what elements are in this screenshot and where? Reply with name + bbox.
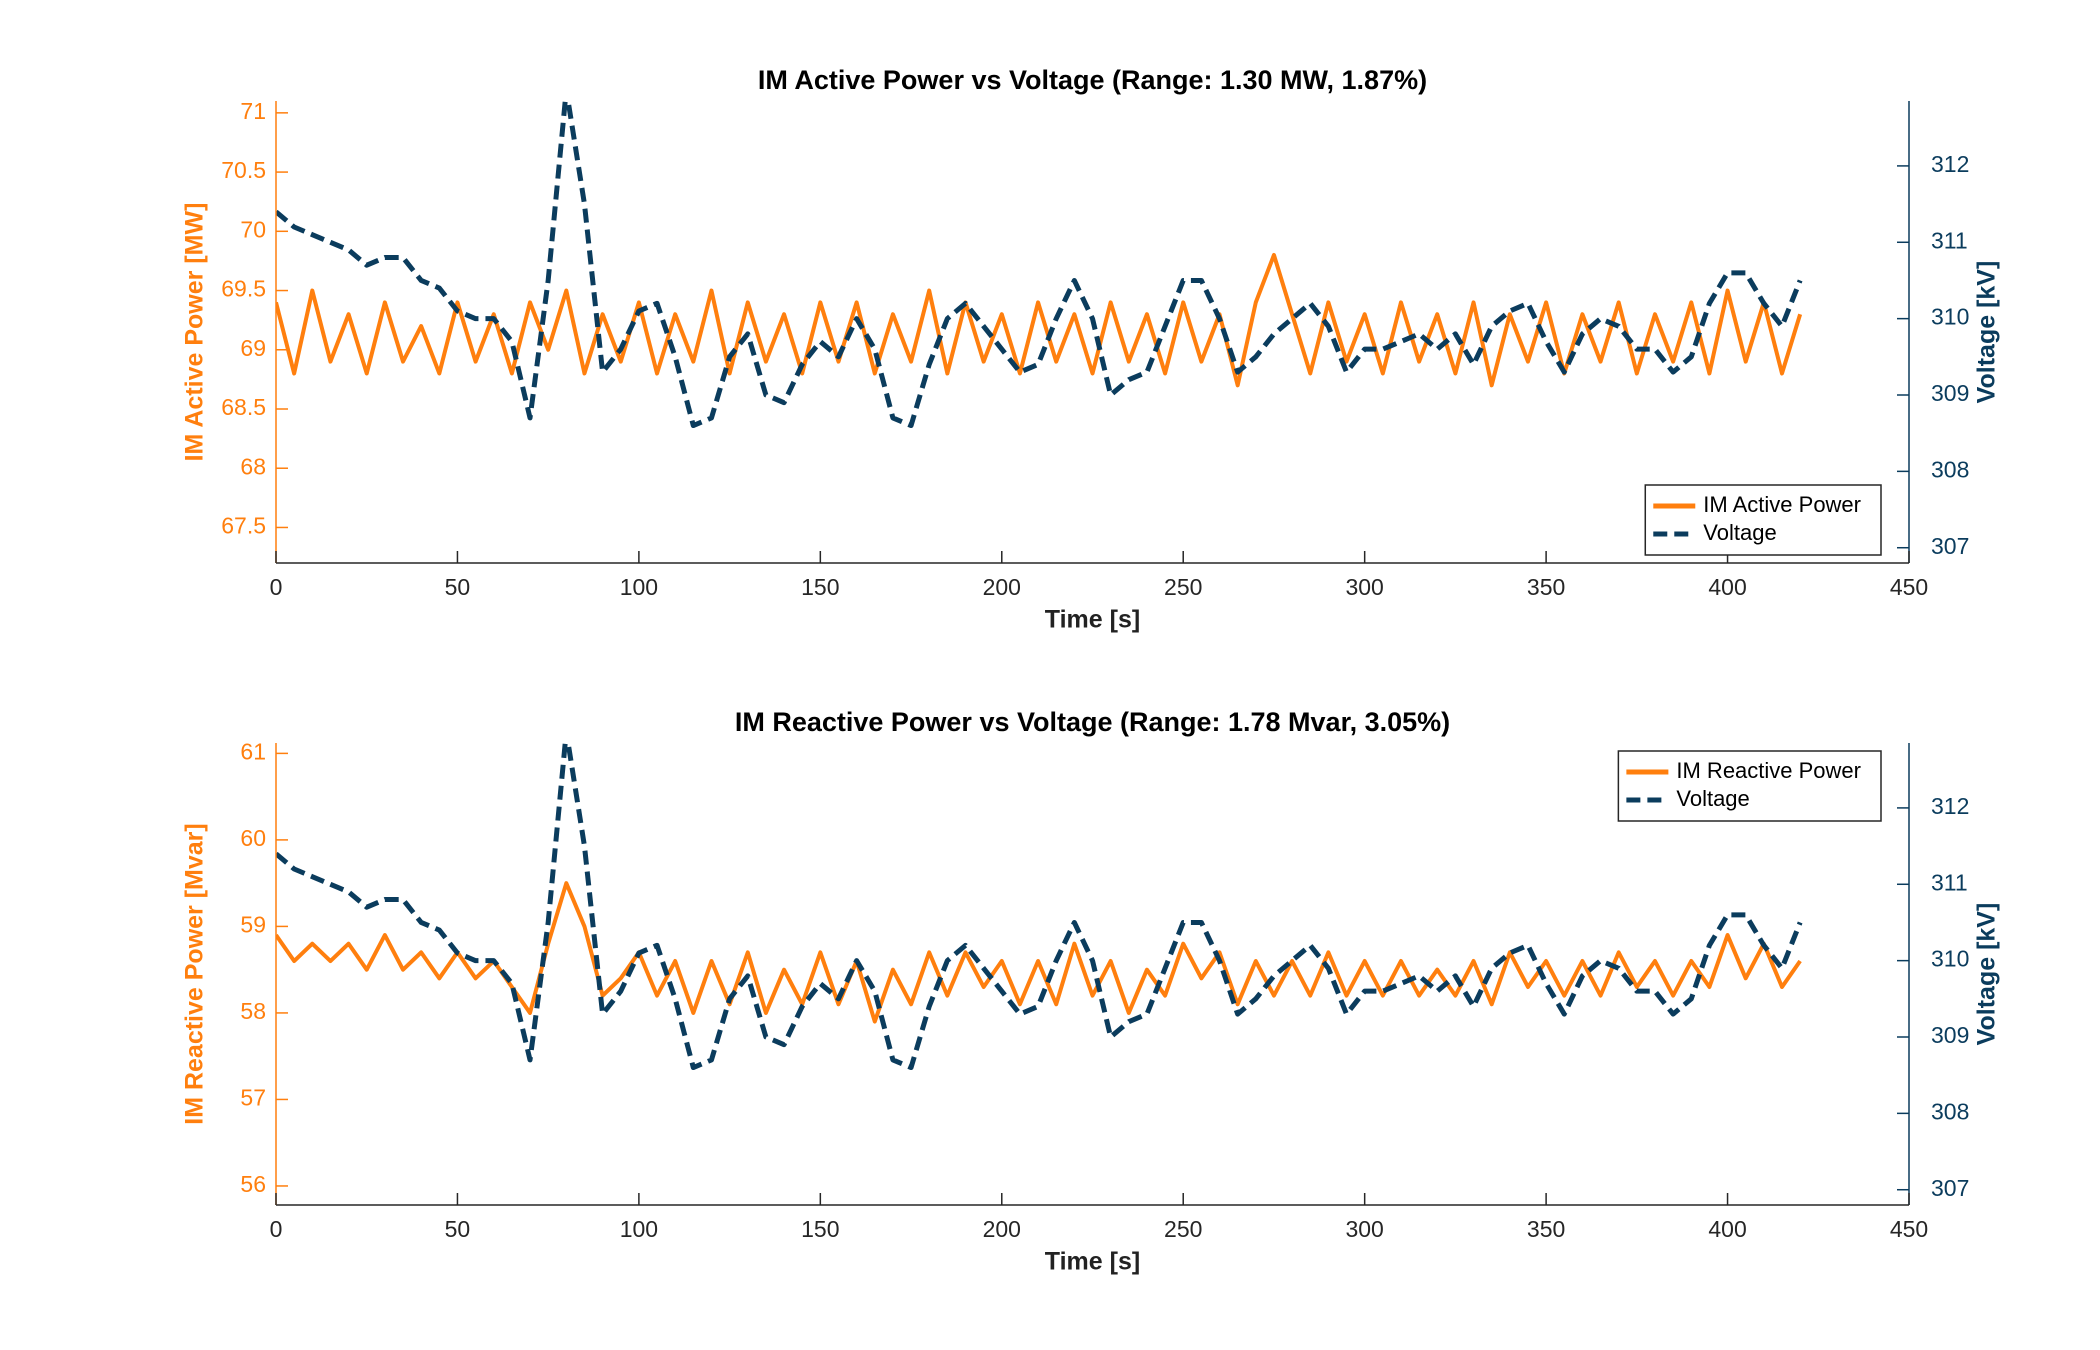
x-tick-label: 200 <box>983 1216 1021 1242</box>
y2-tick-label: 309 <box>1931 1022 1969 1048</box>
x-tick-label: 100 <box>620 574 658 600</box>
y-tick-label: 70 <box>240 216 266 242</box>
x-tick-label: 200 <box>983 574 1021 600</box>
y2-tick-label: 312 <box>1931 151 1969 177</box>
y2-tick-label: 311 <box>1931 227 1968 253</box>
x-tick-label: 0 <box>270 1216 283 1242</box>
x-tick-label: 400 <box>1708 574 1746 600</box>
x-tick-label: 50 <box>445 574 471 600</box>
y2-tick-label: 307 <box>1931 1175 1969 1201</box>
legend-label: Voltage <box>1676 786 1749 811</box>
x-tick-label: 450 <box>1890 1216 1928 1242</box>
y2-tick-label: 308 <box>1931 1098 1969 1124</box>
y2-tick-label: 312 <box>1931 793 1969 819</box>
y2-tick-label: 310 <box>1931 946 1969 972</box>
y-tick-label: 70.5 <box>221 157 266 183</box>
x-tick-label: 0 <box>270 574 283 600</box>
y2-axis-label: Voltage [kV] <box>1973 903 2001 1046</box>
y-tick-label: 58 <box>240 998 266 1024</box>
legend-label: Voltage <box>1703 520 1776 545</box>
y2-tick-label: 311 <box>1931 869 1968 895</box>
x-tick-label: 50 <box>445 1216 471 1242</box>
y2-tick-label: 308 <box>1931 456 1969 482</box>
x-tick-label: 450 <box>1890 574 1928 600</box>
y-tick-label: 68.5 <box>221 394 266 420</box>
y-tick-label: 71 <box>240 98 266 124</box>
legend-box <box>1617 750 1882 822</box>
series-line <box>276 253 1803 388</box>
y-tick-label: 56 <box>240 1171 266 1197</box>
x-tick-label: 250 <box>1164 1216 1202 1242</box>
y-tick-label: 59 <box>240 911 266 937</box>
y-tick-label: 69 <box>240 335 266 361</box>
y2-tick-label: 310 <box>1931 304 1969 330</box>
y2-tick-label: 309 <box>1931 380 1969 406</box>
series-line <box>276 881 1802 1024</box>
x-axis-label: Time [s] <box>1045 1248 1140 1276</box>
chart-title: IM Reactive Power vs Voltage (Range: 1.7… <box>735 707 1450 737</box>
x-tick-label: 150 <box>801 574 839 600</box>
y2-axis-label: Voltage [kV] <box>1973 261 2001 404</box>
x-tick-label: 150 <box>801 1216 839 1242</box>
y-tick-label: 61 <box>240 738 266 764</box>
series-line <box>276 101 1803 429</box>
y-tick-label: 60 <box>240 825 266 851</box>
y-tick-label: 57 <box>240 1085 266 1111</box>
legend: IM Reactive Power Voltage <box>1617 750 1882 822</box>
x-tick-label: 250 <box>1164 574 1202 600</box>
x-tick-label: 300 <box>1345 1216 1383 1242</box>
x-tick-label: 100 <box>620 1216 658 1242</box>
x-axis-label: Time [s] <box>1045 606 1140 634</box>
legend-box <box>1644 484 1882 556</box>
y-tick-label: 69.5 <box>221 276 266 302</box>
x-tick-label: 400 <box>1708 1216 1746 1242</box>
y2-tick-label: 307 <box>1931 533 1969 559</box>
y-axis-label: IM Active Power [MW] <box>181 203 209 462</box>
x-tick-label: 350 <box>1527 1216 1565 1242</box>
x-tick-label: 350 <box>1527 574 1565 600</box>
x-tick-label: 300 <box>1345 574 1383 600</box>
legend: IM Active Power Voltage <box>1644 484 1882 556</box>
y-axis-label: IM Reactive Power [Mvar] <box>181 823 209 1125</box>
chart-title: IM Active Power vs Voltage (Range: 1.30 … <box>758 65 1427 95</box>
y-tick-label: 67.5 <box>221 513 266 539</box>
series-line <box>276 743 1803 1071</box>
legend-label: IM Active Power <box>1703 492 1861 517</box>
legend-label: IM Reactive Power <box>1676 758 1861 783</box>
y-tick-label: 68 <box>240 453 266 479</box>
